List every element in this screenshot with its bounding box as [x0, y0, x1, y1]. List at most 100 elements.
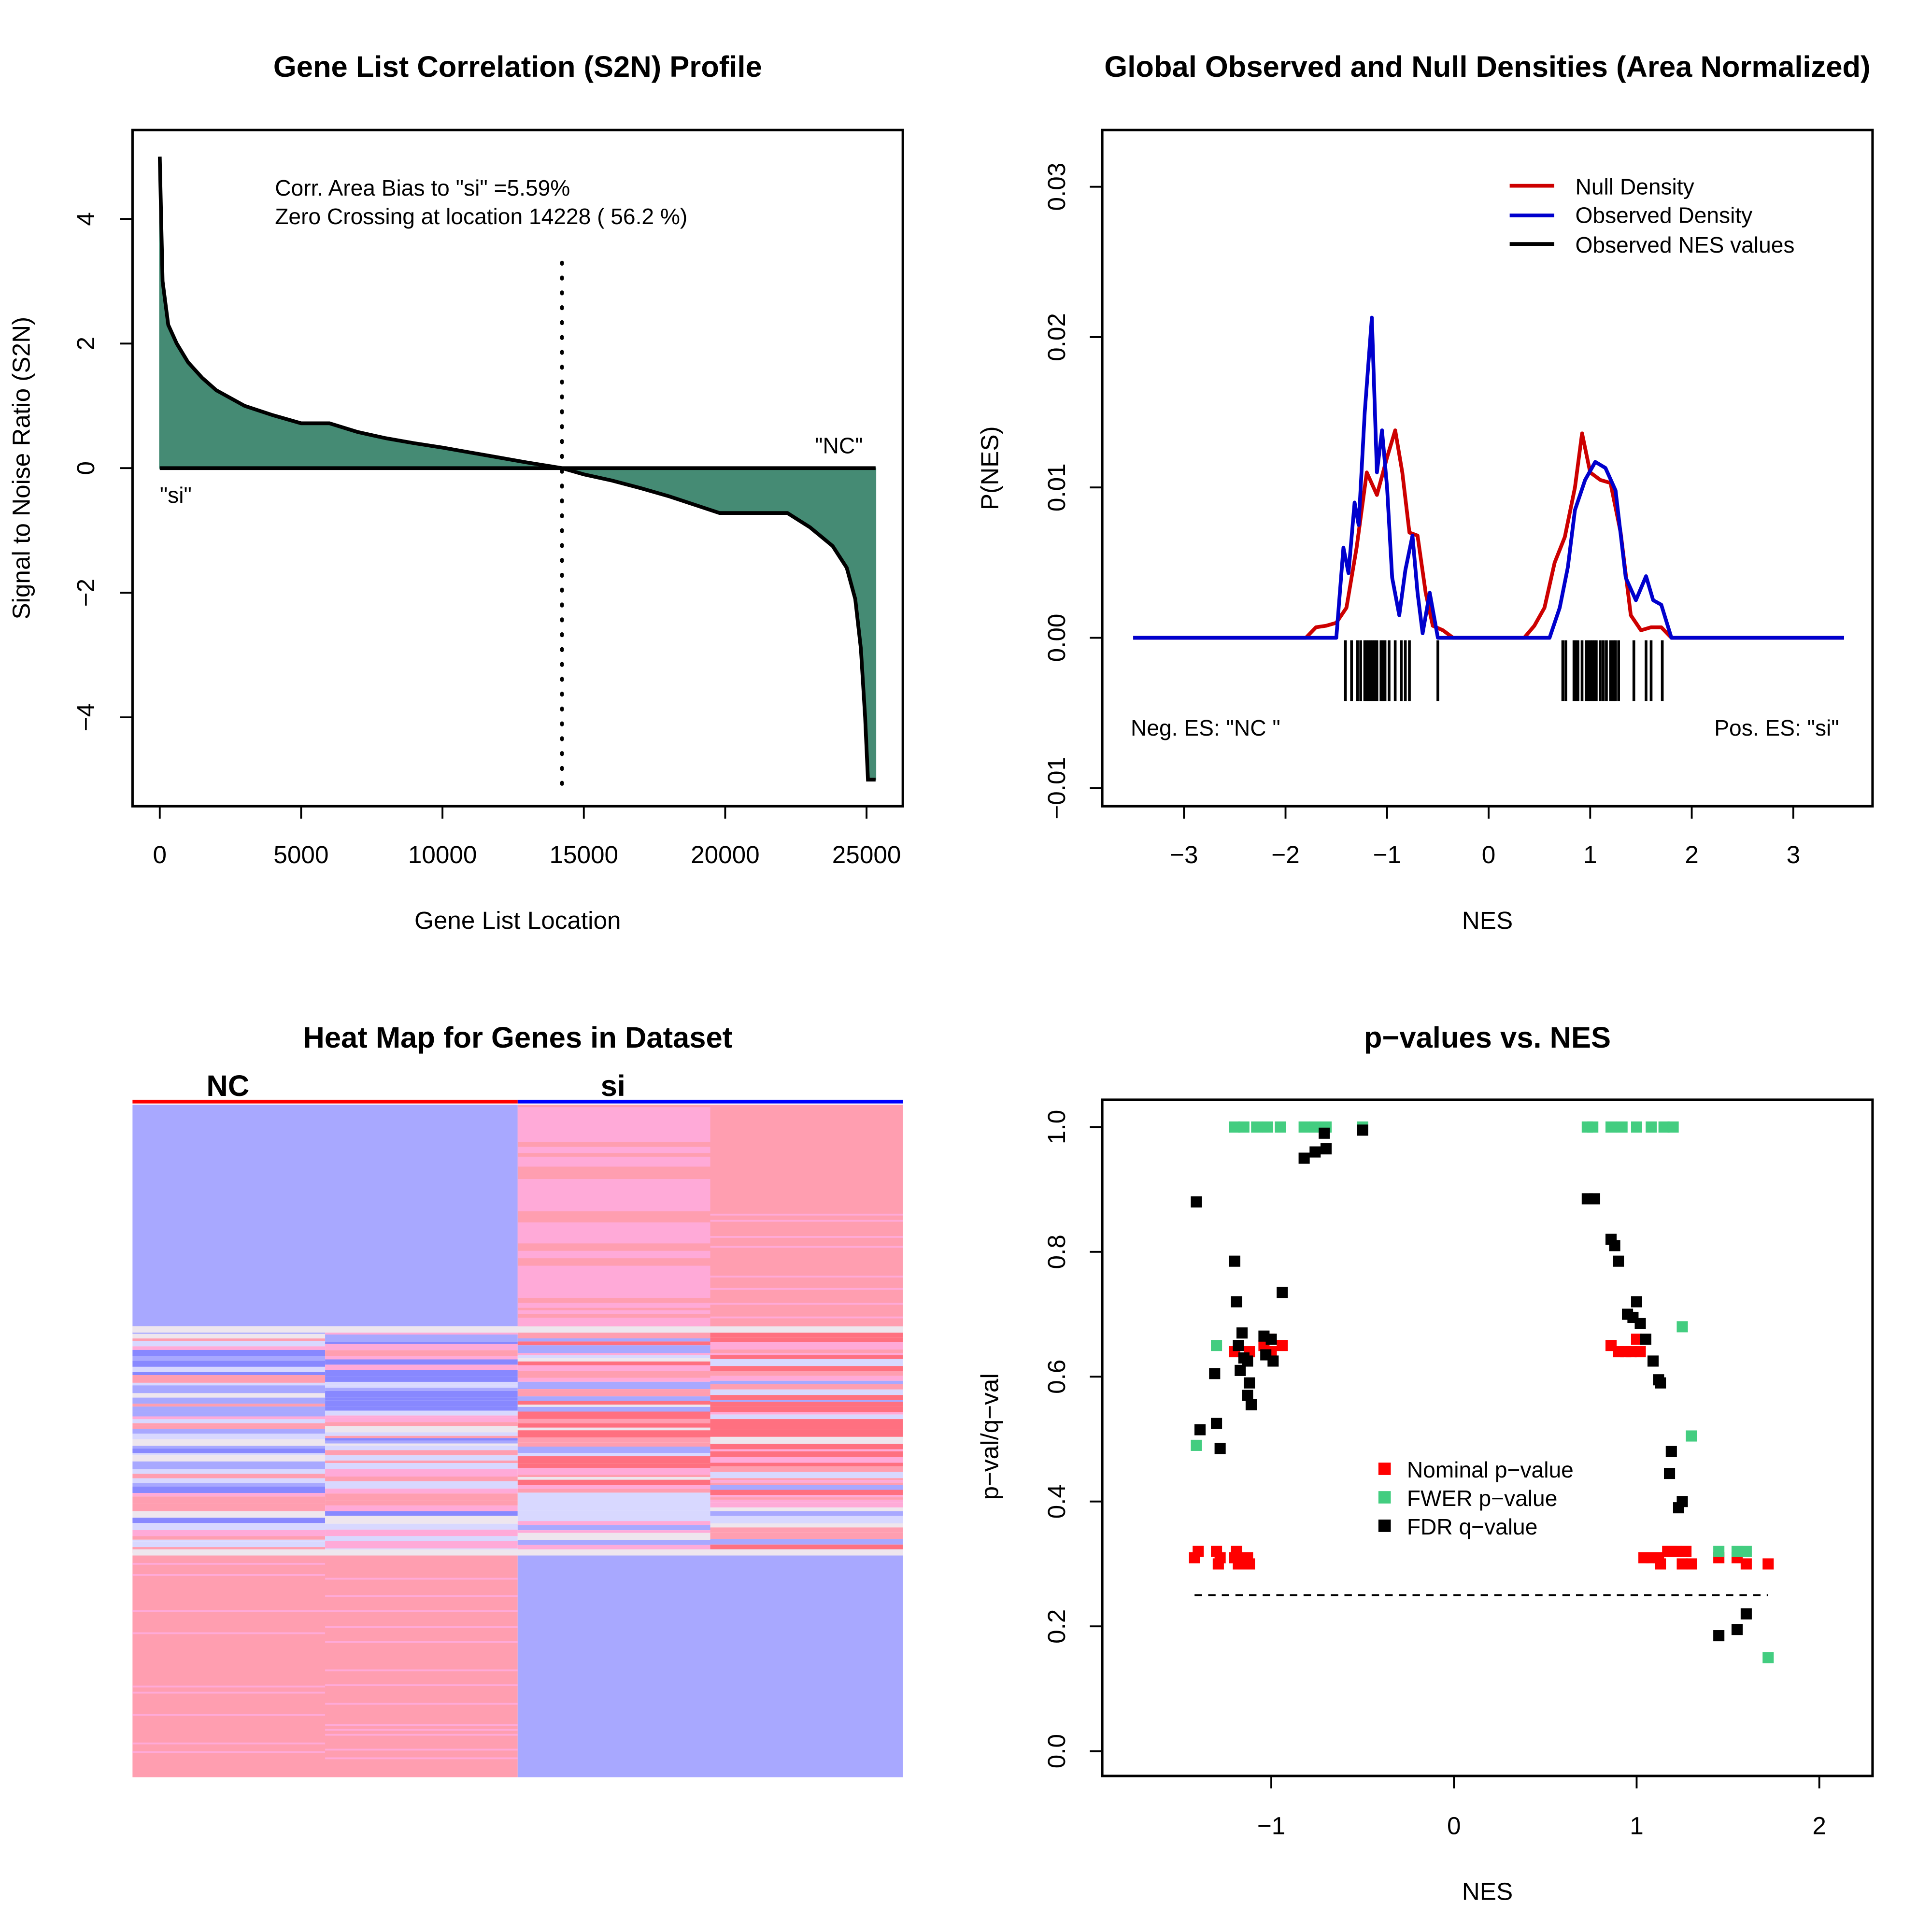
- pvalues-xtick: 1: [1630, 1812, 1644, 1839]
- legend-fwer-label: FWER p−value: [1407, 1486, 1558, 1511]
- fwer-pvalue-point: [1616, 1121, 1628, 1133]
- nominal-pvalue-point: [1680, 1546, 1692, 1557]
- s2n-label-nc: "NC": [815, 433, 863, 458]
- heatmap-group-nc-label: NC: [206, 1069, 249, 1103]
- pvalues-ytick: 0.8: [1043, 1235, 1070, 1269]
- heatmap-group-nc-bar: [132, 1099, 518, 1104]
- pvalues-axes: −1 0 1 2 0.0 0.2 0.4 0.6 0.8 1.0: [1043, 1110, 1826, 1840]
- pvalues-xtick: 2: [1812, 1812, 1826, 1839]
- heatmap-grid: [132, 1105, 903, 1777]
- fdr-qvalue-point: [1589, 1193, 1601, 1205]
- pvalues-xtick: −1: [1257, 1812, 1285, 1839]
- fdr-qvalue-point: [1319, 1127, 1330, 1139]
- density-legend: Null Density Observed Density Observed N…: [1509, 174, 1795, 257]
- fdr-qvalue-point: [1664, 1468, 1676, 1479]
- nominal-pvalue-point: [1631, 1334, 1642, 1345]
- fdr-qvalue-point: [1665, 1446, 1677, 1457]
- fdr-qvalue-point: [1211, 1418, 1222, 1429]
- fdr-qvalue-point: [1713, 1630, 1725, 1642]
- fwer-pvalue-point: [1275, 1121, 1286, 1133]
- s2n-ytick: −2: [72, 579, 99, 607]
- density-xtick: −2: [1271, 841, 1299, 868]
- s2n-title: Gene List Correlation (S2N) Profile: [273, 50, 762, 84]
- s2n-annotation-bias: Corr. Area Bias to "si" =5.59%: [275, 175, 570, 200]
- fwer-pvalue-point: [1731, 1546, 1743, 1557]
- fdr-qvalue-point: [1209, 1368, 1221, 1379]
- legend-fwer-swatch: [1378, 1491, 1391, 1504]
- nominal-pvalue-point: [1740, 1558, 1752, 1570]
- fdr-qvalue-point: [1309, 1146, 1321, 1158]
- legend-null-density-label: Null Density: [1576, 174, 1694, 199]
- pvalues-ylabel: p−val/q−val: [976, 1373, 1004, 1500]
- fwer-pvalue-point: [1238, 1121, 1250, 1133]
- heatmap-group-si-label: si: [601, 1069, 625, 1103]
- s2n-plot-area: [157, 156, 877, 786]
- density-xtick: 1: [1583, 841, 1597, 868]
- s2n-annotation-zero-crossing: Zero Crossing at location 14228 ( 56.2 %…: [275, 204, 687, 229]
- fwer-pvalue-point: [1762, 1652, 1774, 1663]
- fwer-pvalue-point: [1631, 1121, 1642, 1133]
- heatmap-panel: Heat Map for Genes in Dataset NC si: [132, 1021, 903, 1777]
- fdr-qvalue-point: [1277, 1287, 1288, 1298]
- s2n-xtick: 20000: [691, 841, 760, 868]
- fdr-qvalue-point: [1613, 1255, 1624, 1267]
- density-plot-frame: [1101, 128, 1874, 808]
- nominal-pvalue-point: [1244, 1558, 1255, 1570]
- s2n-ylabel: Signal to Noise Ratio (S2N): [8, 317, 35, 620]
- fdr-qvalue-point: [1231, 1296, 1242, 1307]
- s2n-xtick: 5000: [273, 841, 328, 868]
- density-ytick: 0.02: [1043, 313, 1070, 361]
- fwer-pvalue-point: [1298, 1121, 1310, 1133]
- density-xtick: 2: [1685, 841, 1699, 868]
- legend-fdr-swatch: [1378, 1520, 1391, 1532]
- nominal-pvalue-point: [1277, 1340, 1288, 1351]
- fwer-pvalue-point: [1686, 1430, 1697, 1442]
- density-xtick: −3: [1170, 841, 1198, 868]
- legend-observed-nes-label: Observed NES values: [1576, 232, 1795, 257]
- density-pos-es-label: Pos. ES: "si": [1714, 715, 1839, 740]
- fdr-qvalue-point: [1229, 1255, 1240, 1267]
- fdr-qvalue-point: [1235, 1364, 1246, 1376]
- nominal-pvalue-point: [1193, 1546, 1204, 1557]
- legend-nominal-label: Nominal p−value: [1407, 1457, 1574, 1482]
- nominal-pvalue-point: [1214, 1552, 1226, 1563]
- nominal-pvalue-point: [1634, 1346, 1646, 1358]
- pvalues-plot-area: [1189, 1121, 1774, 1663]
- density-plot-area: [1133, 315, 1844, 701]
- fdr-qvalue-point: [1242, 1390, 1253, 1401]
- pvalues-panel: p−values vs. NES Nominal p−value FWER p−…: [976, 1021, 1874, 1905]
- fwer-pvalue-point: [1667, 1121, 1679, 1133]
- s2n-xtick: 25000: [832, 841, 901, 868]
- nominal-pvalue-point: [1655, 1558, 1666, 1570]
- fdr-qvalue-point: [1236, 1327, 1248, 1339]
- s2n-ytick: 4: [72, 212, 99, 226]
- density-neg-es-label: Neg. ES: "NC ": [1131, 715, 1280, 740]
- pvalues-ytick: 0.2: [1043, 1609, 1070, 1644]
- legend-fdr-label: FDR q−value: [1407, 1514, 1538, 1539]
- fwer-pvalue-point: [1191, 1439, 1202, 1451]
- fwer-pvalue-point: [1740, 1546, 1752, 1557]
- density-xtick: 0: [1482, 841, 1496, 868]
- s2n-xtick: 0: [153, 841, 167, 868]
- fdr-qvalue-point: [1357, 1124, 1368, 1136]
- fdr-qvalue-point: [1655, 1377, 1666, 1389]
- nominal-pvalue-point: [1686, 1558, 1697, 1570]
- fdr-qvalue-point: [1245, 1399, 1257, 1410]
- fdr-qvalue-point: [1640, 1334, 1651, 1345]
- s2n-ytick: 0: [72, 461, 99, 475]
- pvalues-ytick: 1.0: [1043, 1110, 1070, 1144]
- fwer-pvalue-point: [1229, 1121, 1240, 1133]
- observed-density-curve: [1133, 315, 1844, 640]
- density-panel: Global Observed and Null Densities (Area…: [976, 50, 1874, 934]
- density-ylabel: P(NES): [976, 426, 1004, 510]
- density-xtick: 3: [1787, 841, 1801, 868]
- fwer-pvalue-point: [1676, 1321, 1688, 1333]
- pvalues-ytick: 0.0: [1043, 1734, 1070, 1768]
- fwer-pvalue-point: [1251, 1121, 1263, 1133]
- fdr-qvalue-point: [1214, 1443, 1226, 1454]
- s2n-xtick: 15000: [549, 841, 618, 868]
- fdr-qvalue-point: [1740, 1608, 1752, 1619]
- fdr-qvalue-point: [1609, 1240, 1620, 1251]
- s2n-profile-panel: Gene List Correlation (S2N) Profile Corr…: [8, 50, 904, 934]
